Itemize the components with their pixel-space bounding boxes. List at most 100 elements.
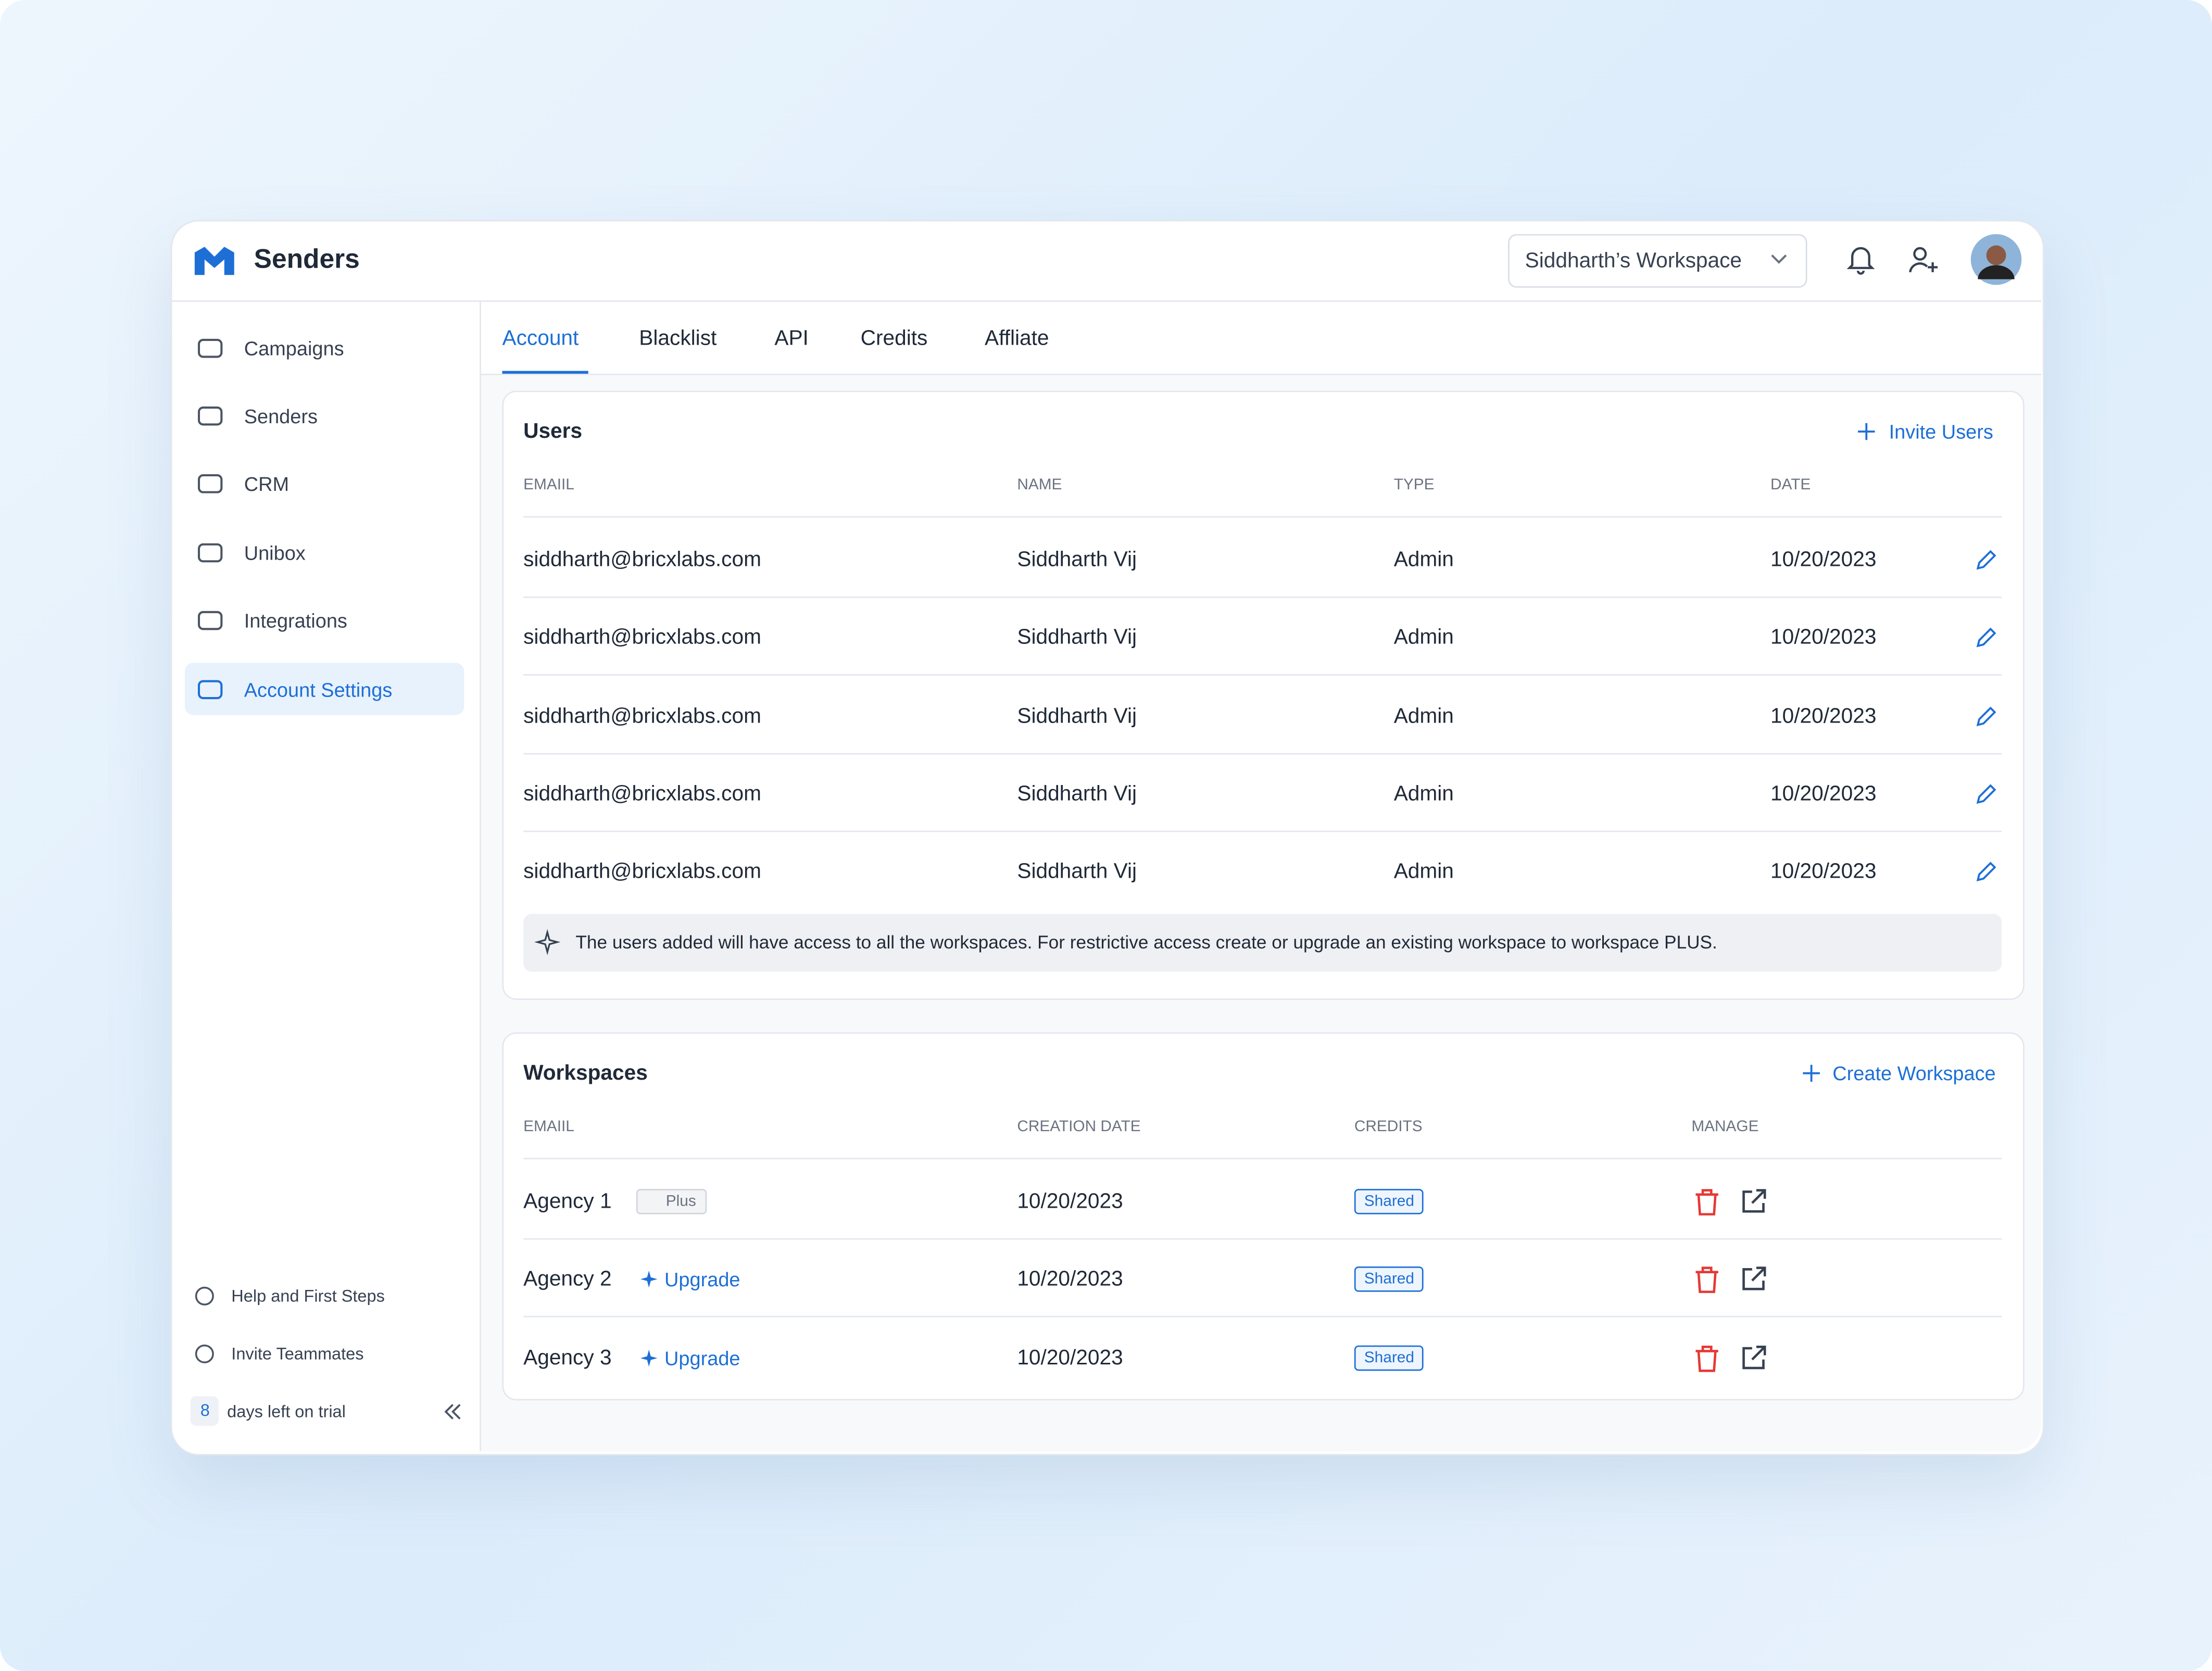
row-divider bbox=[523, 596, 2002, 598]
shared-badge: Shared bbox=[1354, 1345, 1424, 1371]
cell: siddharth@bricxlabs.com bbox=[523, 781, 761, 806]
nav-icon bbox=[197, 611, 223, 630]
cell: 10/20/2023 bbox=[1017, 1268, 1123, 1292]
tab[interactable]: API bbox=[774, 326, 809, 351]
cell: Siddharth Vij bbox=[1017, 859, 1137, 884]
plus-badge: Plus bbox=[636, 1188, 708, 1214]
section-title: Workspaces bbox=[523, 1061, 648, 1085]
header-line bbox=[170, 300, 2042, 302]
nav-item[interactable]: Campaigns bbox=[244, 337, 344, 360]
upgrade-link[interactable]: Upgrade bbox=[664, 1346, 740, 1369]
edit-icon[interactable] bbox=[1976, 550, 1996, 570]
info-note: The users added will have access to all … bbox=[575, 931, 1717, 953]
column-header: CREDITS bbox=[1354, 1118, 1423, 1135]
invite-users-button[interactable]: Invite Users bbox=[1889, 420, 1993, 443]
collapse-icon[interactable] bbox=[444, 1403, 461, 1421]
tab[interactable]: Affliate bbox=[985, 326, 1049, 351]
row-divider bbox=[523, 1238, 2002, 1240]
column-header: EMAIIL bbox=[523, 1118, 574, 1135]
add-user-icon[interactable] bbox=[1909, 245, 1940, 273]
nav-item[interactable]: Senders bbox=[244, 404, 318, 427]
footer-icon bbox=[195, 1344, 214, 1363]
users-card bbox=[502, 390, 2025, 1000]
column-header: EMAIIL bbox=[523, 476, 574, 494]
tab[interactable]: Account bbox=[502, 326, 579, 351]
workspace-name: Agency 1 bbox=[523, 1189, 612, 1214]
logo bbox=[194, 247, 234, 275]
tab[interactable]: Credits bbox=[860, 326, 928, 351]
tabs-bar bbox=[481, 301, 2042, 375]
shared-badge: Shared bbox=[1354, 1188, 1424, 1214]
sparkle-icon bbox=[534, 929, 561, 955]
sparkle-icon bbox=[640, 1349, 658, 1366]
footer-nav-item[interactable]: Help and First Steps bbox=[231, 1286, 385, 1306]
column-header: TYPE bbox=[1393, 476, 1435, 494]
column-header: CREATION DATE bbox=[1017, 1118, 1141, 1135]
nav-icon bbox=[197, 338, 223, 358]
cell: 10/20/2023 bbox=[1770, 704, 1877, 728]
nav-icon bbox=[197, 406, 223, 426]
edit-icon[interactable] bbox=[1976, 706, 1996, 726]
workspace-name: Agency 3 bbox=[523, 1345, 612, 1370]
plus-icon bbox=[1803, 1065, 1820, 1082]
cell: Siddharth Vij bbox=[1017, 781, 1137, 806]
cell: 10/20/2023 bbox=[1770, 626, 1877, 650]
footer-nav-item[interactable]: Invite Teammates bbox=[231, 1344, 364, 1364]
open-icon[interactable] bbox=[1741, 1189, 1766, 1214]
bell-icon[interactable] bbox=[1846, 244, 1875, 275]
note-box bbox=[523, 914, 2002, 972]
cell: Siddharth Vij bbox=[1017, 626, 1137, 650]
workspace-name: Agency 2 bbox=[523, 1268, 612, 1292]
cell: Siddharth Vij bbox=[1017, 704, 1137, 728]
edit-icon[interactable] bbox=[1976, 784, 1996, 804]
cell: Siddharth Vij bbox=[1017, 548, 1137, 572]
trial-days-box bbox=[190, 1396, 219, 1426]
workspace-dropdown[interactable] bbox=[1508, 234, 1807, 288]
delete-icon[interactable] bbox=[1694, 1267, 1720, 1294]
nav-item[interactable]: CRM bbox=[244, 472, 290, 495]
upgrade-link[interactable]: Upgrade bbox=[664, 1268, 740, 1291]
delete-icon[interactable] bbox=[1694, 1345, 1720, 1372]
nav-icon bbox=[197, 543, 223, 563]
avatar[interactable] bbox=[1970, 234, 2022, 285]
active-tab-underline bbox=[502, 371, 588, 374]
row-divider bbox=[523, 674, 2002, 676]
footer-icon bbox=[195, 1286, 214, 1306]
delete-icon[interactable] bbox=[1694, 1189, 1720, 1216]
cell: siddharth@bricxlabs.com bbox=[523, 626, 761, 650]
nav-item[interactable]: Integrations bbox=[244, 609, 347, 632]
row-divider bbox=[523, 1316, 2002, 1318]
trial-text: days left on trial bbox=[227, 1401, 346, 1422]
open-icon[interactable] bbox=[1741, 1267, 1766, 1293]
header-divider bbox=[523, 1158, 2002, 1159]
cell: Admin bbox=[1393, 548, 1454, 572]
open-icon[interactable] bbox=[1741, 1345, 1766, 1370]
tab[interactable]: Blacklist bbox=[639, 326, 717, 351]
cell: siddharth@bricxlabs.com bbox=[523, 859, 761, 884]
workspaces-card bbox=[502, 1032, 2025, 1401]
cell: 10/20/2023 bbox=[1770, 548, 1877, 572]
section-title: Users bbox=[523, 419, 583, 444]
plus-icon bbox=[1858, 423, 1875, 440]
column-header: NAME bbox=[1017, 476, 1062, 494]
cell: 10/20/2023 bbox=[1017, 1189, 1123, 1214]
column-header: DATE bbox=[1770, 476, 1811, 494]
cell: Admin bbox=[1393, 781, 1454, 806]
nav-icon bbox=[197, 680, 223, 700]
cell: siddharth@bricxlabs.com bbox=[523, 548, 761, 572]
nav-item[interactable]: Unibox bbox=[244, 541, 306, 564]
create-workspace-button[interactable]: Create Workspace bbox=[1832, 1062, 1996, 1085]
nav-item[interactable]: Account Settings bbox=[244, 678, 393, 701]
trial-days: 8 bbox=[200, 1400, 210, 1421]
cell: siddharth@bricxlabs.com bbox=[523, 704, 761, 728]
nav-icon bbox=[197, 474, 223, 493]
cell: 10/20/2023 bbox=[1017, 1345, 1123, 1370]
edit-icon[interactable] bbox=[1976, 628, 1996, 648]
row-divider bbox=[523, 830, 2002, 832]
edit-icon[interactable] bbox=[1976, 862, 1996, 882]
row-divider bbox=[523, 752, 2002, 754]
column-header: MANAGE bbox=[1691, 1118, 1759, 1135]
chevron bbox=[1771, 254, 1787, 264]
